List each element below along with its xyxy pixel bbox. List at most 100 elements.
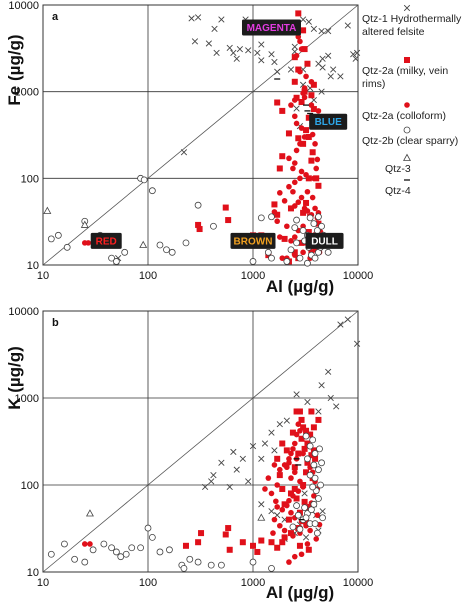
data-point [293,147,300,154]
data-point [245,47,252,54]
data-point [344,22,351,29]
data-point [156,548,164,556]
data-point [315,182,322,189]
data-point [311,520,319,528]
data-point [310,106,317,113]
data-point [306,471,314,479]
data-point [289,429,296,436]
legend-label: Qtz-2a (milky, vein [362,65,448,77]
data-point [271,58,278,66]
data-point [310,500,318,508]
data-point [301,46,308,53]
legend-label: rims) [362,78,385,90]
data-point [285,130,292,137]
data-point [139,240,148,248]
data-point [249,442,257,450]
data-point [291,440,298,447]
data-point [299,227,307,234]
data-point [226,546,233,553]
data-point [258,57,265,64]
data-point [268,539,275,546]
data-point [195,221,202,228]
data-point [293,94,300,101]
data-point [288,450,294,457]
data-point [295,199,302,206]
data-point [163,246,170,254]
data-point [316,445,323,453]
data-point [315,408,322,415]
data-point [225,217,232,224]
data-point [100,540,108,548]
data-point [268,213,275,221]
legend-item: Qtz-3 [385,153,411,175]
data-point [268,508,275,515]
y-tick-label: 10000 [8,0,39,12]
data-point [281,198,288,204]
y-tick-label: 100 [21,480,39,492]
data-point [304,440,311,447]
data-point [310,25,317,33]
legend-item: Qtz-2b (clear sparry) [362,126,458,147]
data-point [85,509,94,517]
data-point [304,60,311,67]
data-point [180,149,188,156]
data-point [270,530,276,536]
data-point [239,539,246,546]
data-point [277,190,283,196]
data-point [293,239,300,247]
data-point [279,506,286,513]
data-point [308,157,315,164]
data-point [309,483,317,491]
data-point [291,160,298,166]
data-point [195,539,202,546]
data-point [264,248,272,256]
label-box [230,232,276,249]
data-point [211,25,218,33]
data-point [308,102,315,108]
data-point [333,403,340,410]
data-point [344,316,351,323]
label-text: RED [96,236,117,247]
data-point [307,527,313,534]
data-point [276,421,283,428]
data-point [210,222,217,230]
y-tick-label: 1000 [15,87,39,99]
x-tick-label: 10000 [343,270,374,282]
data-point [202,483,209,491]
data-point [318,88,325,95]
data-point [268,490,275,497]
data-point [318,222,325,230]
data-point [353,49,361,57]
data-point [293,120,300,127]
data-point [315,108,322,114]
data-point [306,214,314,222]
data-point [313,165,320,172]
data-point [274,544,281,551]
data-point [298,125,305,131]
data-point [298,46,305,52]
legend-item: Qtz-4 [385,179,411,197]
data-point [350,51,357,58]
data-point [144,524,152,532]
data-point [258,455,265,462]
data-point [108,254,115,262]
series-dash [293,458,305,521]
data-point [208,478,215,485]
luminescence-label-red: RED [90,232,122,249]
series-dash [274,78,314,115]
data-point [268,254,275,262]
data-point [319,55,326,62]
data-point [311,474,319,482]
data-point [296,254,304,262]
data-point [254,49,261,57]
data-point [325,27,332,35]
data-point [283,258,291,265]
data-point [283,417,290,424]
data-point [290,533,296,539]
data-point [121,248,129,256]
data-point [305,114,312,121]
data-point [291,113,298,120]
x-tick-label: 10000 [343,577,374,589]
data-point [308,408,315,415]
